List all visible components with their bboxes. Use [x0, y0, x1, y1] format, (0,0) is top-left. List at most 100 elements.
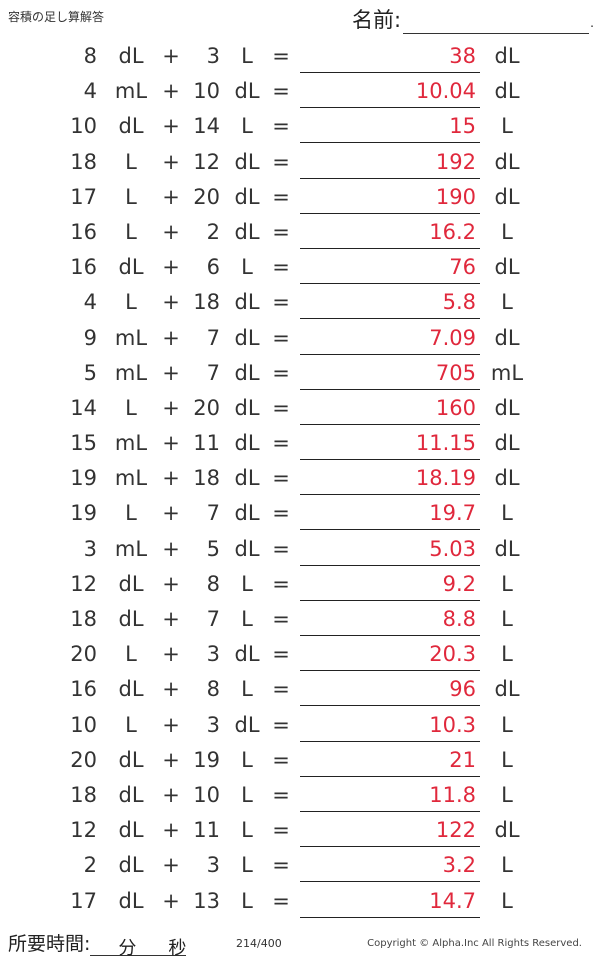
- second-number: 3: [206, 642, 220, 667]
- plus-sign: +: [162, 677, 180, 702]
- first-unit: mL: [114, 79, 148, 104]
- first-unit: L: [125, 642, 137, 667]
- answer-unit: dL: [494, 466, 520, 491]
- answer-line: [300, 810, 480, 812]
- answer-line: [300, 670, 480, 672]
- plus-sign: +: [162, 747, 180, 772]
- answer-unit: dL: [494, 149, 520, 174]
- answer-line: [300, 283, 480, 285]
- answer-value: 96: [449, 677, 476, 702]
- plus-sign: +: [162, 818, 180, 843]
- problem-row: 17 dL +13 L = 14.7 L: [0, 885, 600, 920]
- equals-sign: =: [272, 184, 290, 209]
- problem-row: 18 L +12 dL = 192 dL: [0, 146, 600, 181]
- first-number: 12: [70, 818, 97, 843]
- answer-unit: dL: [494, 818, 520, 843]
- equals-sign: =: [272, 466, 290, 491]
- second-unit: dL: [234, 184, 260, 209]
- first-unit: L: [125, 149, 137, 174]
- second-unit: L: [241, 677, 253, 702]
- copyright: Copyright © Alpha.Inc All Rights Reserve…: [367, 938, 582, 949]
- equals-sign: =: [272, 712, 290, 737]
- problem-row: 12 dL +11 L = 122 dL: [0, 814, 600, 849]
- seconds-label: 秒: [168, 938, 187, 959]
- first-unit: mL: [114, 431, 148, 456]
- answer-line: [300, 494, 480, 496]
- equals-sign: =: [272, 642, 290, 667]
- first-number: 14: [70, 395, 97, 420]
- problem-row: 4 mL +10 dL = 10.04 dL: [0, 75, 600, 110]
- second-unit: dL: [234, 466, 260, 491]
- plus-sign: +: [162, 712, 180, 737]
- second-number: 3: [206, 44, 220, 68]
- first-number: 3: [83, 536, 97, 561]
- first-number: 18: [70, 607, 97, 631]
- answer-unit: dL: [494, 184, 520, 209]
- answer-unit: dL: [494, 431, 520, 456]
- equals-sign: =: [272, 290, 290, 315]
- answer-unit: L: [501, 607, 513, 631]
- second-unit: dL: [234, 431, 260, 456]
- second-unit: dL: [234, 79, 260, 104]
- plus-sign: +: [162, 360, 180, 385]
- first-number: 17: [70, 184, 97, 209]
- problem-row: 19 L +7 dL = 19.7 L: [0, 497, 600, 532]
- second-number: 7: [206, 360, 220, 385]
- plus-sign: +: [162, 888, 180, 913]
- second-number: 7: [206, 501, 220, 526]
- second-unit: L: [241, 747, 253, 772]
- second-unit: dL: [234, 712, 260, 737]
- second-unit: L: [241, 607, 253, 631]
- problem-row: 16 dL +6 L = 76 dL: [0, 251, 600, 286]
- equals-sign: =: [272, 888, 290, 913]
- answer-value: 20.3: [429, 642, 476, 667]
- first-number: 9: [83, 325, 97, 350]
- second-number: 8: [206, 571, 220, 596]
- answer-value: 10.3: [429, 712, 476, 737]
- problem-row: 10 dL +14 L = 15 L: [0, 110, 600, 145]
- first-number: 17: [70, 888, 97, 913]
- problem-row: 4 L +18 dL = 5.8 L: [0, 286, 600, 321]
- answer-unit: L: [501, 501, 513, 526]
- second-number: 20: [193, 395, 220, 420]
- answer-line: [300, 353, 480, 355]
- first-number: 5: [83, 360, 97, 385]
- second-number: 18: [193, 466, 220, 491]
- second-unit: dL: [234, 325, 260, 350]
- answer-line: [300, 177, 480, 179]
- answer-unit: dL: [494, 395, 520, 420]
- second-number: 20: [193, 184, 220, 209]
- plus-sign: +: [162, 44, 180, 68]
- first-number: 16: [70, 677, 97, 702]
- answer-unit: L: [501, 888, 513, 913]
- equals-sign: =: [272, 818, 290, 843]
- second-unit: dL: [234, 642, 260, 667]
- plus-sign: +: [162, 395, 180, 420]
- equals-sign: =: [272, 853, 290, 878]
- equals-sign: =: [272, 536, 290, 561]
- answer-line: [300, 635, 480, 636]
- equals-sign: =: [272, 114, 290, 139]
- answer-value: 9.2: [442, 571, 476, 596]
- second-unit: dL: [234, 219, 260, 244]
- first-unit: mL: [114, 325, 148, 350]
- problem-row: 12 dL +8 L = 9.2 L: [0, 568, 600, 603]
- answer-line: [300, 247, 480, 249]
- second-unit: L: [241, 782, 253, 807]
- answer-unit: L: [501, 712, 513, 737]
- second-number: 13: [193, 888, 220, 913]
- answer-line: [300, 881, 480, 883]
- equals-sign: =: [272, 782, 290, 807]
- first-unit: dL: [118, 114, 144, 139]
- problem-row: 18 dL +7 L = 8.8 L: [0, 603, 600, 638]
- problem-row: 14 L +20 dL = 160 dL: [0, 392, 600, 427]
- second-unit: L: [241, 888, 253, 913]
- problem-row: 9 mL +7 dL = 7.09 dL: [0, 322, 600, 357]
- first-number: 19: [70, 466, 97, 491]
- answer-value: 15: [449, 114, 476, 139]
- answer-value: 122: [435, 818, 476, 843]
- first-unit: L: [125, 219, 137, 244]
- problem-row: 5 mL +7 dL = 705 mL: [0, 357, 600, 392]
- problem-row: 19 mL +18 dL = 18.19 dL: [0, 462, 600, 497]
- answer-unit: L: [501, 747, 513, 772]
